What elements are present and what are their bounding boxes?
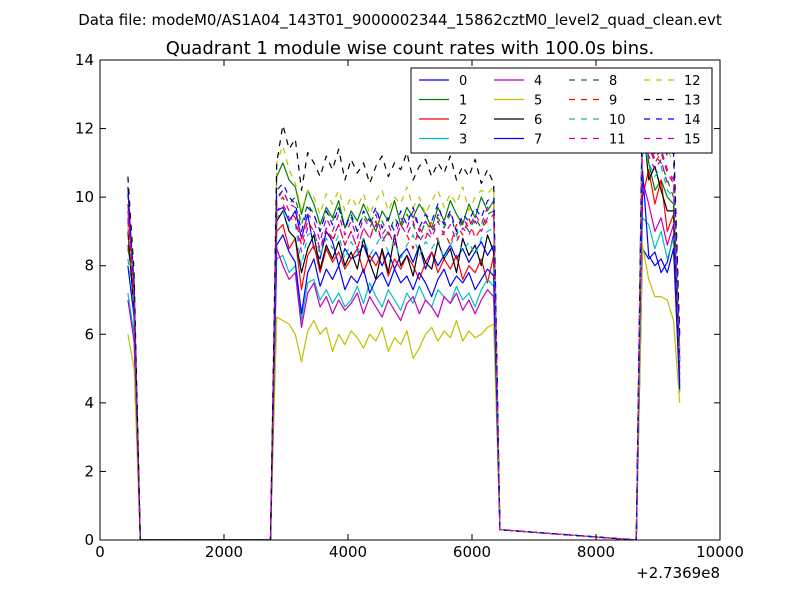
legend-label-1: 1 xyxy=(459,94,467,109)
legend-label-11: 11 xyxy=(609,133,626,148)
x-tick-label: 10000 xyxy=(696,543,744,561)
legend-label-9: 9 xyxy=(609,94,617,109)
series-line-6 xyxy=(127,114,681,540)
series-line-1 xyxy=(127,90,681,540)
legend-label-3: 3 xyxy=(459,133,467,148)
legend-box xyxy=(410,67,713,154)
series-line-3 xyxy=(127,217,681,540)
y-tick-label: 6 xyxy=(84,325,94,343)
legend-label-14: 14 xyxy=(684,113,701,128)
y-tick-label: 4 xyxy=(84,394,94,412)
legend-label-0: 0 xyxy=(459,74,467,89)
series-line-9 xyxy=(127,124,681,540)
series-layer xyxy=(127,83,681,540)
y-tick-label: 14 xyxy=(75,51,94,69)
x-tick-label: 0 xyxy=(95,543,105,561)
series-line-10 xyxy=(127,138,681,540)
legend-label-15: 15 xyxy=(684,133,701,148)
series-line-8 xyxy=(127,107,681,540)
legend-label-10: 10 xyxy=(609,113,626,128)
series-line-0 xyxy=(127,186,681,540)
series-line-7 xyxy=(127,169,681,540)
suptitle: Data file: modeM0/AS1A04_143T01_90000023… xyxy=(78,11,722,30)
legend-label-8: 8 xyxy=(609,74,617,89)
series-line-2 xyxy=(127,169,681,540)
legend-label-2: 2 xyxy=(459,113,467,128)
y-tick-label: 10 xyxy=(75,188,94,206)
series-line-11 xyxy=(127,128,681,540)
legend-label-6: 6 xyxy=(534,113,542,128)
x-axis-offset-label: +2.7369e8 xyxy=(636,564,720,582)
x-tick-label: 8000 xyxy=(577,543,615,561)
x-tick-label: 6000 xyxy=(453,543,491,561)
series-line-12 xyxy=(127,100,681,540)
legend-label-7: 7 xyxy=(534,133,542,148)
series-line-4 xyxy=(127,179,681,540)
legend-label-12: 12 xyxy=(684,74,701,89)
y-tick-label: 2 xyxy=(84,462,94,480)
x-tick-label: 2000 xyxy=(205,543,243,561)
x-tick-label: 4000 xyxy=(329,543,367,561)
series-line-14 xyxy=(127,114,681,540)
legend-label-13: 13 xyxy=(684,94,701,109)
y-tick-label: 0 xyxy=(84,531,94,549)
y-tick-label: 8 xyxy=(84,257,94,275)
legend-label-5: 5 xyxy=(534,94,542,109)
legend-label-4: 4 xyxy=(534,74,542,89)
plot-frame xyxy=(99,59,721,541)
series-line-15 xyxy=(127,134,681,540)
chart-title: Quadrant 1 module wise count rates with … xyxy=(166,38,655,59)
series-line-13 xyxy=(127,83,681,540)
series-line-5 xyxy=(127,244,681,540)
y-tick-label: 12 xyxy=(75,120,94,138)
